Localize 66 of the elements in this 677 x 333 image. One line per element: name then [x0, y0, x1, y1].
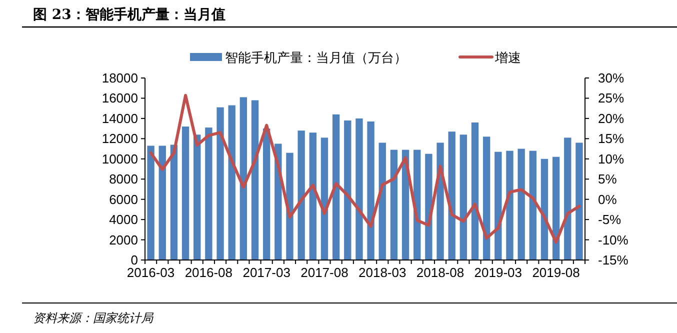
x-tick-label: 2018-03 [358, 265, 406, 280]
y2-tick-label: 25% [598, 90, 624, 106]
bar [425, 154, 432, 260]
y2-tick-label: -15% [598, 252, 629, 268]
x-tick-label: 2018-08 [416, 265, 464, 280]
bar [390, 150, 398, 260]
bar [309, 132, 316, 260]
bar [262, 128, 270, 260]
bar [378, 142, 386, 260]
bar [298, 130, 305, 260]
bar [251, 100, 259, 260]
x-tick-label: 2019-03 [474, 265, 522, 280]
bar [506, 150, 514, 260]
bar [540, 158, 548, 260]
y2-tick-label: 30% [598, 70, 624, 86]
bar [356, 118, 363, 260]
y-tick-label: 14000 [102, 110, 138, 126]
bar [494, 152, 502, 260]
x-tick-label: 2019-08 [532, 265, 580, 280]
bar [158, 146, 166, 260]
y-tick-label: 12000 [102, 131, 138, 146]
bar [564, 138, 572, 260]
legend-label: 智能手机产量：当月值（万台） [225, 50, 407, 65]
bar [367, 121, 374, 260]
y2-tick-label: -5% [598, 212, 622, 228]
bar [182, 126, 190, 260]
bar [320, 138, 328, 260]
bar [482, 136, 490, 260]
bar [448, 132, 456, 260]
bar [147, 146, 154, 260]
bar [471, 122, 479, 260]
y2-tick-label: 5% [598, 172, 618, 187]
bar [529, 150, 536, 260]
legend-label: 增速 [494, 50, 521, 65]
y2-tick-label: 15% [598, 131, 624, 146]
bar [460, 134, 468, 260]
bar [332, 114, 340, 260]
y2-tick-label: -10% [598, 232, 629, 248]
x-tick-label: 2016-03 [126, 265, 175, 280]
bar [286, 152, 294, 260]
x-tick-label: 2017-08 [300, 265, 348, 280]
text: 资料来源：国家统计局 [33, 311, 154, 325]
y2-tick-label: 0% [598, 192, 618, 207]
bar [194, 134, 201, 260]
y-tick-label: 0 [130, 252, 138, 268]
y2-tick-label: 20% [598, 110, 624, 126]
bar [216, 107, 224, 260]
y-tick-label: 18000 [102, 70, 138, 86]
bar [576, 142, 583, 260]
bar [205, 128, 212, 260]
bar [518, 148, 525, 260]
y2-tick-label: 10% [598, 151, 624, 166]
y-tick-label: 16000 [102, 90, 138, 106]
bar [552, 156, 560, 260]
bar [240, 97, 248, 260]
x-tick-label: 2017-03 [242, 265, 290, 280]
y-tick-label: 4000 [109, 212, 138, 228]
bar [228, 105, 236, 260]
chart-title: 图 23：智能手机产量：当月值 [33, 6, 226, 23]
y-tick-label: 2000 [109, 232, 138, 248]
y-tick-label: 8000 [109, 172, 138, 187]
y-tick-label: 10000 [102, 151, 138, 166]
bar [344, 120, 352, 260]
y-tick-label: 6000 [109, 192, 138, 207]
bar [170, 144, 178, 260]
x-tick-label: 2016-08 [184, 265, 233, 280]
